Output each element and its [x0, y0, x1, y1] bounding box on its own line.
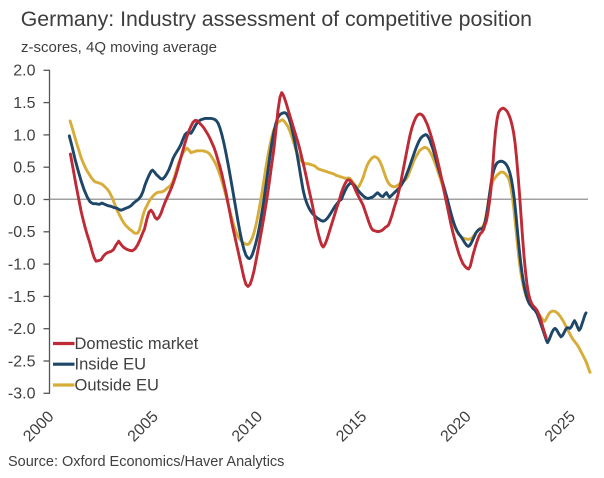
- svg-text:-2.5: -2.5: [8, 353, 36, 370]
- svg-text:-0.5: -0.5: [8, 224, 36, 241]
- svg-text:1.5: 1.5: [13, 95, 35, 112]
- svg-text:Germany: Industry assessment o: Germany: Industry assessment of competit…: [21, 7, 532, 31]
- svg-text:z-scores, 4Q moving average: z-scores, 4Q moving average: [21, 39, 217, 56]
- svg-text:-1.0: -1.0: [8, 257, 36, 274]
- svg-text:Domestic market: Domestic market: [75, 335, 199, 353]
- svg-text:-3.0: -3.0: [8, 386, 36, 403]
- svg-text:-1.5: -1.5: [8, 289, 36, 306]
- svg-text:Outside EU: Outside EU: [75, 377, 159, 395]
- svg-text:2.0: 2.0: [13, 63, 35, 80]
- svg-text:0.0: 0.0: [13, 192, 35, 209]
- svg-text:Source: Oxford Economics/Haver: Source: Oxford Economics/Haver Analytics: [8, 454, 284, 470]
- svg-text:0.5: 0.5: [13, 160, 35, 177]
- svg-text:-2.0: -2.0: [8, 321, 36, 338]
- svg-text:1.0: 1.0: [13, 127, 35, 144]
- svg-text:Inside EU: Inside EU: [75, 356, 147, 374]
